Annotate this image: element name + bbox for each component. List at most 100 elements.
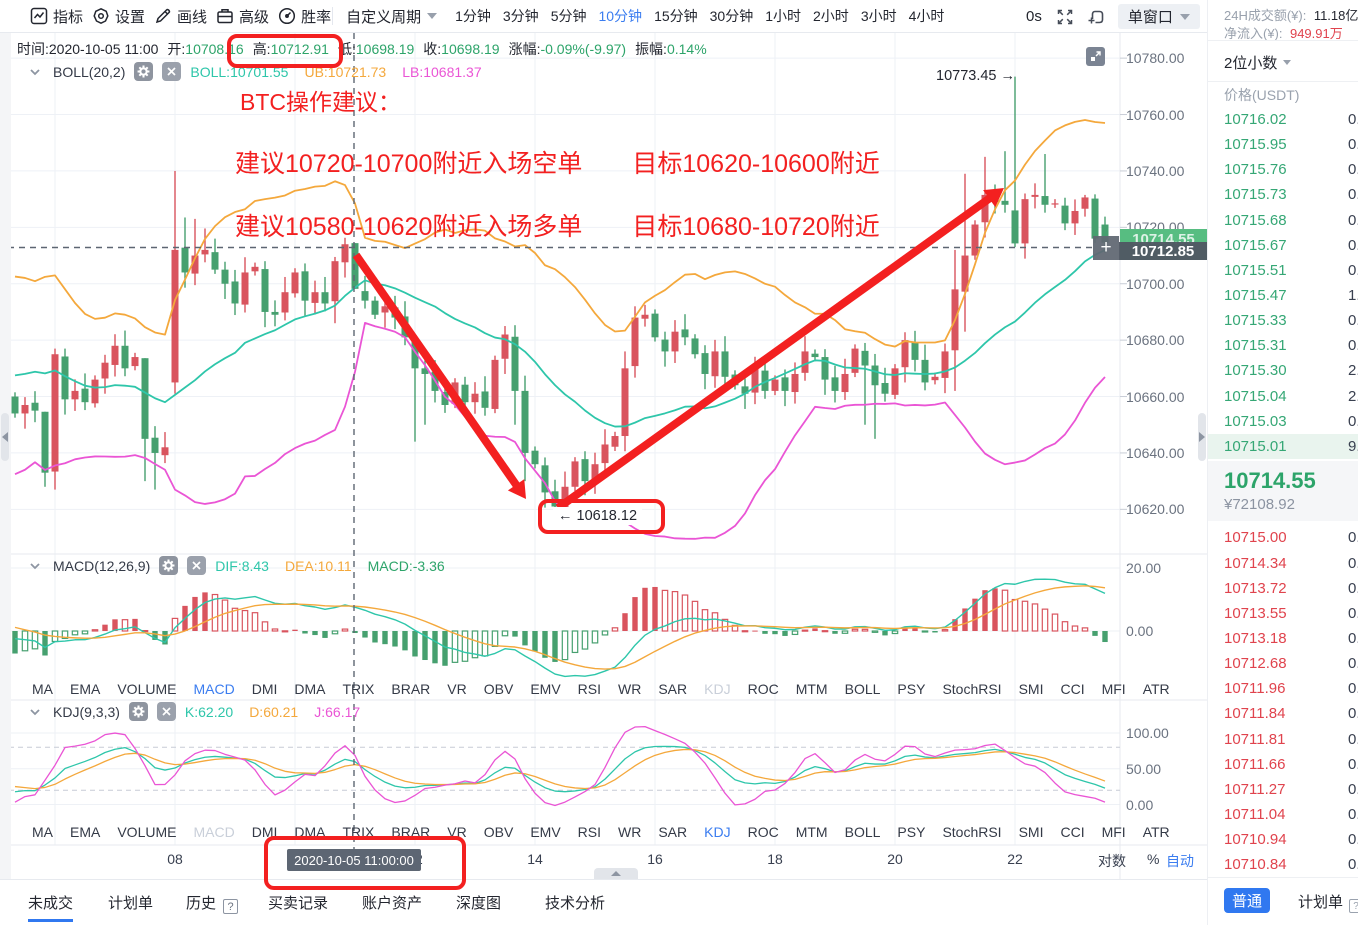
bottom-tab-计划单[interactable]: 计划单: [108, 892, 153, 913]
indicator-tab-MTM[interactable]: MTM: [795, 681, 828, 697]
indicator-tab-MA[interactable]: MA: [32, 824, 53, 840]
chevron-down-icon[interactable]: [28, 559, 42, 573]
bid-row[interactable]: 10711.81 0.: [1208, 727, 1358, 752]
bottom-tab-买卖记录[interactable]: 买卖记录: [268, 892, 328, 913]
indicator-tab-TRIX[interactable]: TRIX: [342, 681, 375, 697]
macd-settings-icon[interactable]: [159, 556, 179, 575]
bid-row[interactable]: 10713.18 0.: [1208, 626, 1358, 651]
indicator-tab-OBV[interactable]: OBV: [483, 824, 514, 840]
indicator-tab-SMI[interactable]: SMI: [1018, 681, 1044, 697]
indicator-tab-MFI[interactable]: MFI: [1101, 681, 1126, 697]
indicator-tab-ROC[interactable]: ROC: [747, 824, 779, 840]
indicator-tab-VR[interactable]: VR: [447, 681, 467, 697]
ask-row[interactable]: 10715.67 0.: [1208, 233, 1358, 258]
decimals-dropdown[interactable]: 2位小数: [1224, 52, 1292, 73]
ask-row[interactable]: 10715.33 0.: [1208, 308, 1358, 333]
indicator-tab-EMV[interactable]: EMV: [530, 681, 561, 697]
ask-row[interactable]: 10715.31 0.: [1208, 333, 1358, 358]
indicator-tab-RSI[interactable]: RSI: [577, 824, 602, 840]
indicator-tab-EMA[interactable]: EMA: [70, 681, 101, 697]
period-1小时[interactable]: 1小时: [765, 8, 802, 24]
scale-log[interactable]: 对数: [1098, 853, 1126, 869]
bottom-tab-未成交[interactable]: 未成交: [28, 892, 74, 922]
period-3分钟[interactable]: 3分钟: [502, 8, 539, 24]
kdj-close-icon[interactable]: [156, 702, 176, 721]
period-3小时[interactable]: 3小时: [860, 8, 897, 24]
tool-draw-button[interactable]: 画线: [154, 6, 207, 27]
indicator-tab-ATR[interactable]: ATR: [1142, 824, 1170, 840]
ask-row[interactable]: 10715.51 0.: [1208, 258, 1358, 283]
ask-row[interactable]: 10715.04 2.: [1208, 384, 1358, 409]
bid-row[interactable]: 10711.96 0.: [1208, 676, 1358, 701]
indicator-tab-WR[interactable]: WR: [618, 824, 642, 840]
screenshot-icon[interactable]: [1086, 47, 1105, 66]
indicator-tab-CCI[interactable]: CCI: [1060, 681, 1085, 697]
ask-row[interactable]: 10715.30 2.: [1208, 358, 1358, 383]
indicator-tab-ROC[interactable]: ROC: [747, 681, 779, 697]
plan-order-button[interactable]: 计划单?: [1298, 891, 1358, 913]
ask-row[interactable]: 10715.03 0.: [1208, 409, 1358, 434]
chevron-down-icon[interactable]: [28, 65, 42, 79]
bid-row[interactable]: 10713.72 0.: [1208, 576, 1358, 601]
bottom-tab-历史[interactable]: 历史?: [186, 892, 239, 914]
window-mode-dropdown[interactable]: 单窗口: [1117, 4, 1200, 29]
scale-percent[interactable]: %: [1147, 851, 1160, 867]
indicator-tab-BOLL[interactable]: BOLL: [844, 681, 881, 697]
indicator-tab-MFI[interactable]: MFI: [1101, 824, 1126, 840]
indicator-tab-EMV[interactable]: EMV: [530, 824, 561, 840]
boll-close-icon[interactable]: [162, 62, 182, 81]
kdj-settings-icon[interactable]: [128, 702, 148, 721]
period-1分钟[interactable]: 1分钟: [455, 8, 491, 24]
indicator-tab-CCI[interactable]: CCI: [1060, 824, 1085, 840]
tool-winrate-button[interactable]: 胜率: [278, 6, 331, 27]
tool-settings-button[interactable]: 设置: [92, 6, 145, 27]
period-5分钟[interactable]: 5分钟: [550, 8, 587, 24]
right-panel-handle[interactable]: [1198, 413, 1206, 461]
ask-row[interactable]: 10715.95 0.: [1208, 132, 1358, 157]
tool-advanced-button[interactable]: 高级: [216, 6, 269, 27]
indicator-tab-PSY[interactable]: PSY: [897, 824, 926, 840]
chevron-down-icon[interactable]: [28, 705, 42, 719]
bid-row[interactable]: 10711.04 0.: [1208, 802, 1358, 827]
period-2小时[interactable]: 2小时: [813, 8, 849, 24]
indicator-tab-MACD[interactable]: MACD: [193, 824, 235, 840]
indicator-tab-MA[interactable]: MA: [32, 681, 53, 697]
indicator-tab-VOLUME[interactable]: VOLUME: [117, 824, 177, 840]
bottom-tab-技术分析[interactable]: 技术分析: [545, 892, 605, 913]
normal-order-button[interactable]: 普通: [1224, 888, 1270, 913]
indicator-tab-VOLUME[interactable]: VOLUME: [117, 681, 177, 697]
ask-row[interactable]: 10715.76 0.: [1208, 157, 1358, 182]
indicator-tab-KDJ[interactable]: KDJ: [704, 824, 731, 840]
boll-settings-icon[interactable]: [134, 62, 154, 81]
bid-row[interactable]: 10711.27 0.: [1208, 777, 1358, 802]
ask-row[interactable]: 10715.68 0.: [1208, 208, 1358, 233]
indicator-tab-KDJ[interactable]: KDJ: [704, 681, 731, 697]
indicator-tab-SAR[interactable]: SAR: [658, 824, 688, 840]
bid-row[interactable]: 10711.84 0.: [1208, 701, 1358, 726]
indicator-tab-SMI[interactable]: SMI: [1018, 824, 1044, 840]
indicator-tab-OBV[interactable]: OBV: [483, 681, 514, 697]
candlestick-chart-canvas[interactable]: [0, 33, 1207, 879]
bid-row[interactable]: 10714.34 0.: [1208, 551, 1358, 576]
indicator-tab-BRAR[interactable]: BRAR: [391, 681, 431, 697]
ask-row[interactable]: 10715.73 0.: [1208, 182, 1358, 207]
indicator-tab-DMI[interactable]: DMI: [251, 681, 278, 697]
indicator-tab-RSI[interactable]: RSI: [577, 681, 602, 697]
scale-auto[interactable]: 自动: [1166, 853, 1194, 869]
bid-row[interactable]: 10710.94 0.: [1208, 827, 1358, 852]
period-10分钟[interactable]: 10分钟: [598, 8, 643, 24]
left-panel-handle[interactable]: [1, 413, 9, 461]
tool-indicator-button[interactable]: 指标: [30, 6, 83, 27]
indicator-tab-WR[interactable]: WR: [618, 681, 642, 697]
indicator-tab-StochRSI[interactable]: StochRSI: [942, 824, 1002, 840]
indicator-tab-MACD[interactable]: MACD: [193, 681, 235, 697]
add-window-icon[interactable]: [1087, 8, 1105, 26]
indicator-tab-BOLL[interactable]: BOLL: [844, 824, 881, 840]
bid-row[interactable]: 10711.66 0.: [1208, 752, 1358, 777]
bottom-tab-账户资产[interactable]: 账户资产: [362, 892, 422, 913]
indicator-tab-SAR[interactable]: SAR: [658, 681, 688, 697]
collapse-bottom-handle[interactable]: [594, 868, 638, 879]
macd-close-icon[interactable]: [187, 556, 207, 575]
indicator-tab-PSY[interactable]: PSY: [897, 681, 926, 697]
ask-row[interactable]: 10715.47 1.: [1208, 283, 1358, 308]
